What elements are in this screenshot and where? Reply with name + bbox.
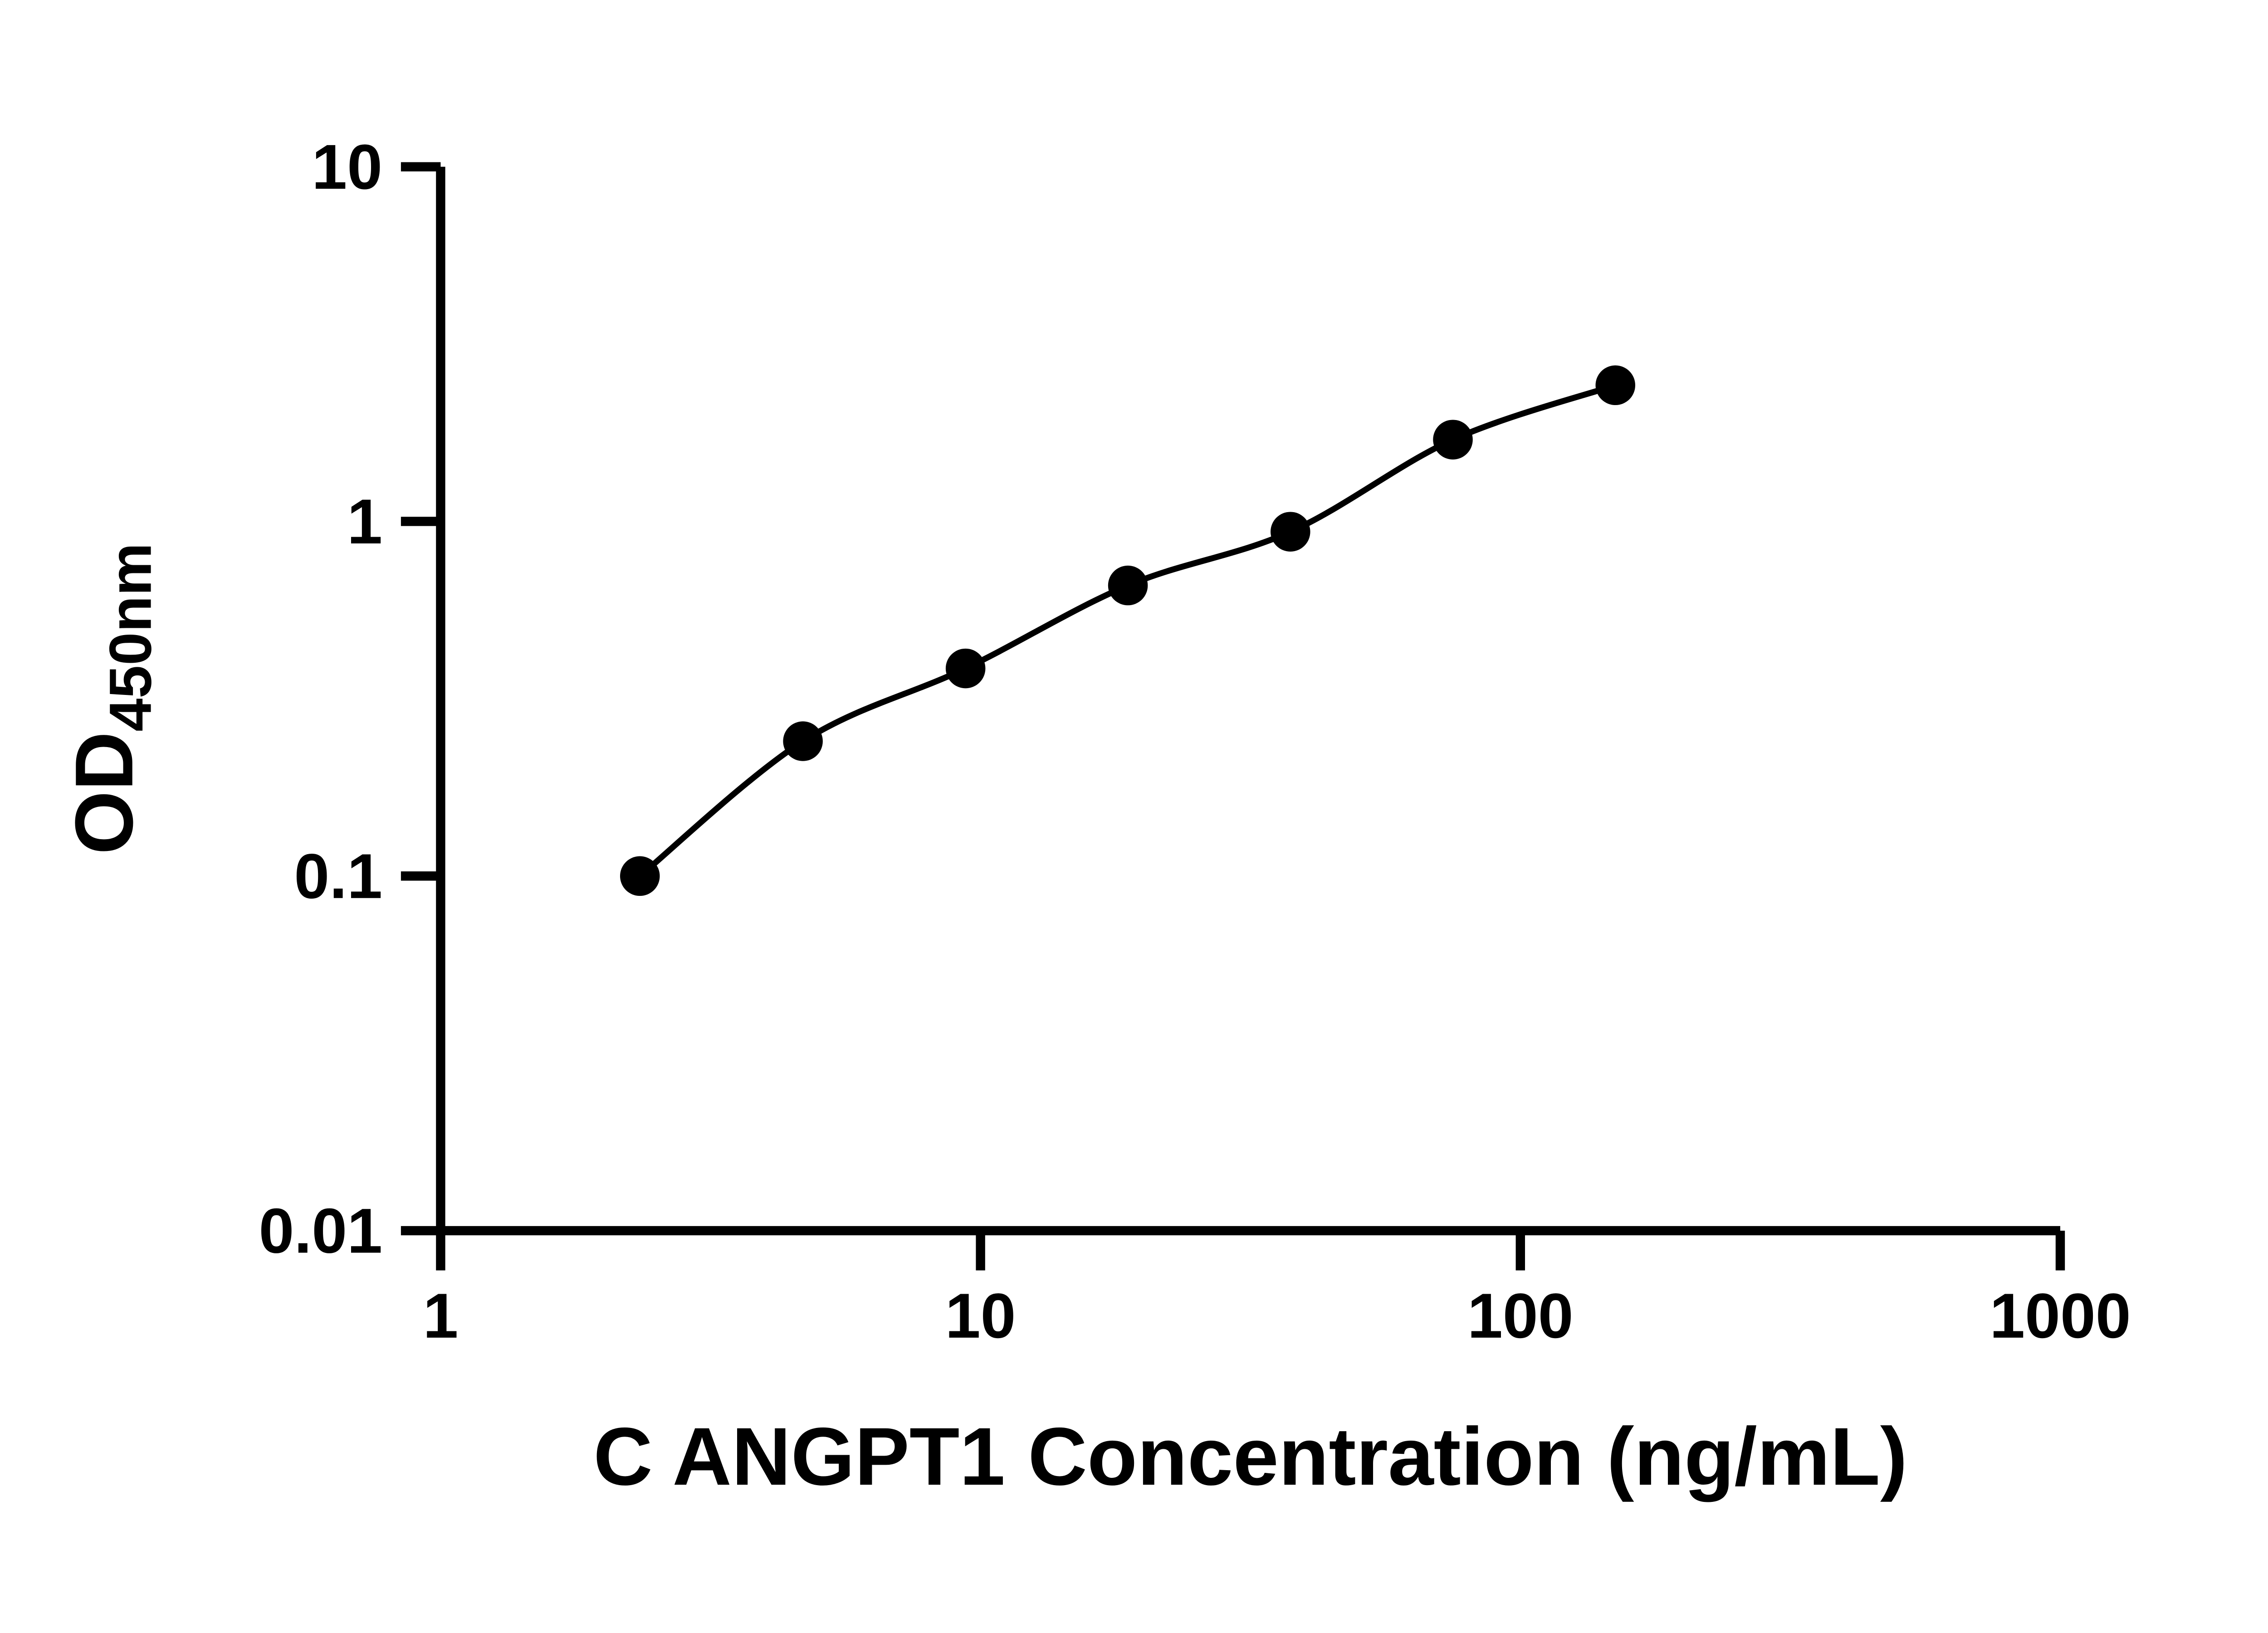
data-point-marker <box>1433 420 1473 460</box>
x-tick-label: 10 <box>945 1280 1016 1351</box>
fit-curve <box>638 382 1617 879</box>
data-point-marker <box>1108 565 1148 606</box>
x-axis-title: C ANGPT1 Concentration (ng/mL) <box>593 1411 1907 1502</box>
y-tick-label: 10 <box>312 131 382 202</box>
plot-series-layer <box>620 365 1636 896</box>
data-point-marker <box>945 648 986 689</box>
x-tick-label: 100 <box>1467 1280 1574 1351</box>
y-tick-label: 0.01 <box>259 1195 383 1266</box>
x-tick-label: 1 <box>423 1280 458 1351</box>
y-tick-label: 0.1 <box>294 841 382 912</box>
data-point-marker <box>783 721 823 761</box>
axis-spine <box>436 166 2061 1236</box>
x-tick-label: 1000 <box>1989 1280 2131 1351</box>
y-axis-title: OD450nm <box>59 543 164 855</box>
data-point-marker <box>1271 512 1310 552</box>
y-tick-label: 1 <box>347 486 382 557</box>
data-point-marker <box>620 856 660 896</box>
axes-layer <box>436 166 2061 1236</box>
y-axis-title-main: OD <box>59 732 150 855</box>
y-axis-title-subscript: 450nm <box>97 543 164 732</box>
data-point-marker <box>1595 365 1636 406</box>
tick-layer: 1 10 100 1000 0.01 0.1 1 10 <box>259 131 2131 1351</box>
